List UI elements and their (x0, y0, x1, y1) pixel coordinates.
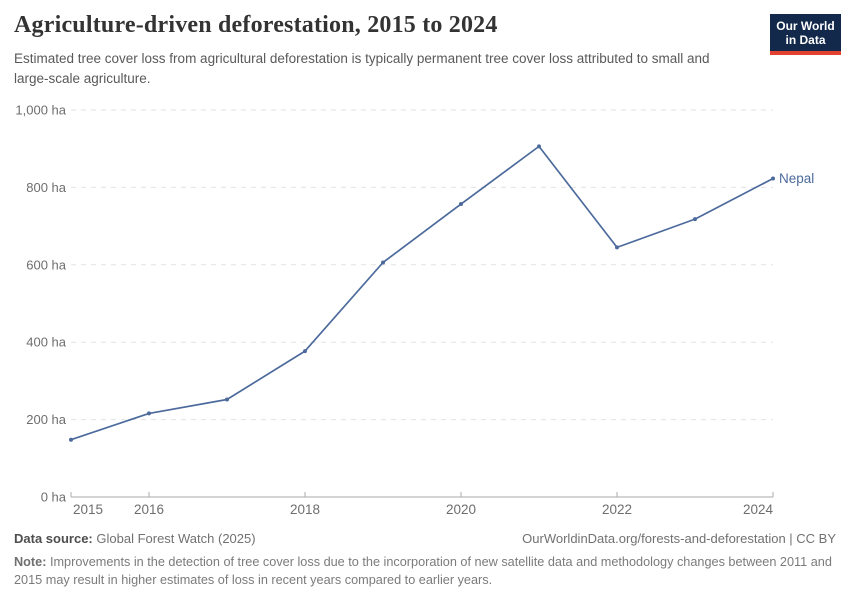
data-point (225, 397, 229, 402)
data-source-label: Data source: (14, 531, 93, 546)
data-point (69, 437, 73, 442)
chart-subtitle: Estimated tree cover loss from agricultu… (14, 51, 710, 87)
data-point (303, 349, 307, 354)
footer-source-row: Data source: Global Forest Watch (2025) … (14, 531, 836, 546)
line-chart: 0 ha 200 ha 400 ha 600 ha 800 ha 1,000 ha 2015… (15, 103, 814, 518)
data-point (381, 260, 385, 265)
x-tick-label: 2015 (73, 502, 103, 517)
y-tick-label: 1,000 ha (15, 103, 66, 118)
page-title: Agriculture-driven deforestation, 2015 t… (14, 12, 498, 38)
chart-note: Note: Improvements in the detection of t… (14, 553, 836, 590)
y-tick-label: 200 ha (26, 412, 67, 427)
x-tick-label: 2016 (134, 502, 164, 517)
data-point (147, 411, 151, 416)
data-source: Data source: Global Forest Watch (2025) (14, 531, 256, 546)
chart-header: Agriculture-driven deforestation, 2015 t… (14, 12, 841, 90)
chart-footer: Data source: Global Forest Watch (2025) … (14, 531, 836, 590)
note-label: Note: (14, 555, 47, 569)
data-point (693, 217, 697, 222)
data-point (771, 176, 775, 181)
data-point (459, 202, 463, 207)
y-tick-label: 800 ha (26, 180, 67, 195)
owid-url-link[interactable]: OurWorldinData.org/forests-and-deforesta… (522, 531, 836, 546)
logo-text-line2: in Data (785, 33, 826, 48)
data-source-value: Global Forest Watch (2025) (96, 531, 256, 546)
y-tick-label: 400 ha (26, 335, 67, 350)
x-tick-label: 2022 (602, 502, 632, 517)
owid-logo[interactable]: Our World in Data (770, 14, 841, 56)
y-tick-label: 600 ha (26, 257, 67, 272)
x-tick-label: 2020 (446, 502, 476, 517)
y-tick-label: 0 ha (41, 490, 67, 505)
data-point (537, 144, 541, 149)
note-text: Improvements in the detection of tree co… (14, 555, 832, 588)
x-tick-label: 2018 (290, 502, 320, 517)
logo-text-line1: Our World (776, 19, 835, 33)
series-line-nepal (70, 145, 774, 441)
series-label-nepal: Nepal (779, 171, 814, 186)
x-tick-label: 2024 (743, 502, 774, 517)
data-point (615, 245, 619, 250)
